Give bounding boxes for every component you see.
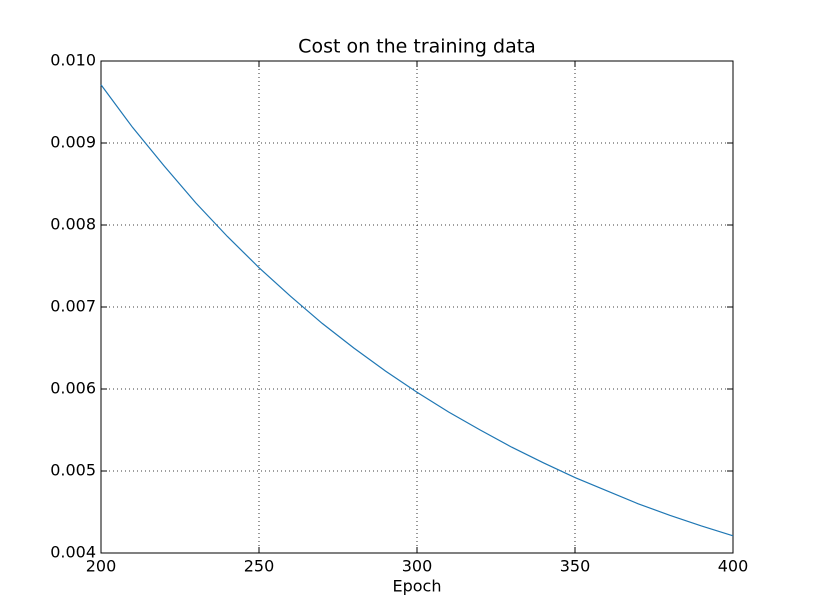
data-line (100, 84, 734, 537)
y-tick-label: 0.007 (50, 297, 96, 316)
x-axis-label: Epoch (393, 577, 442, 596)
x-tick-label: 250 (244, 557, 275, 576)
x-tick-label: 300 (402, 557, 433, 576)
y-tick-label: 0.004 (50, 543, 96, 562)
x-tick-label: 200 (86, 557, 117, 576)
y-tick-label: 0.010 (50, 51, 96, 70)
y-tick-label: 0.005 (50, 461, 96, 480)
y-tick-label: 0.008 (50, 215, 96, 234)
plot-frame (100, 60, 734, 554)
y-tick-label: 0.009 (50, 133, 96, 152)
y-tick-label: 0.006 (50, 379, 96, 398)
x-tick-label: 400 (718, 557, 749, 576)
x-tick-label: 350 (560, 557, 591, 576)
chart-title: Cost on the training data (298, 36, 536, 58)
